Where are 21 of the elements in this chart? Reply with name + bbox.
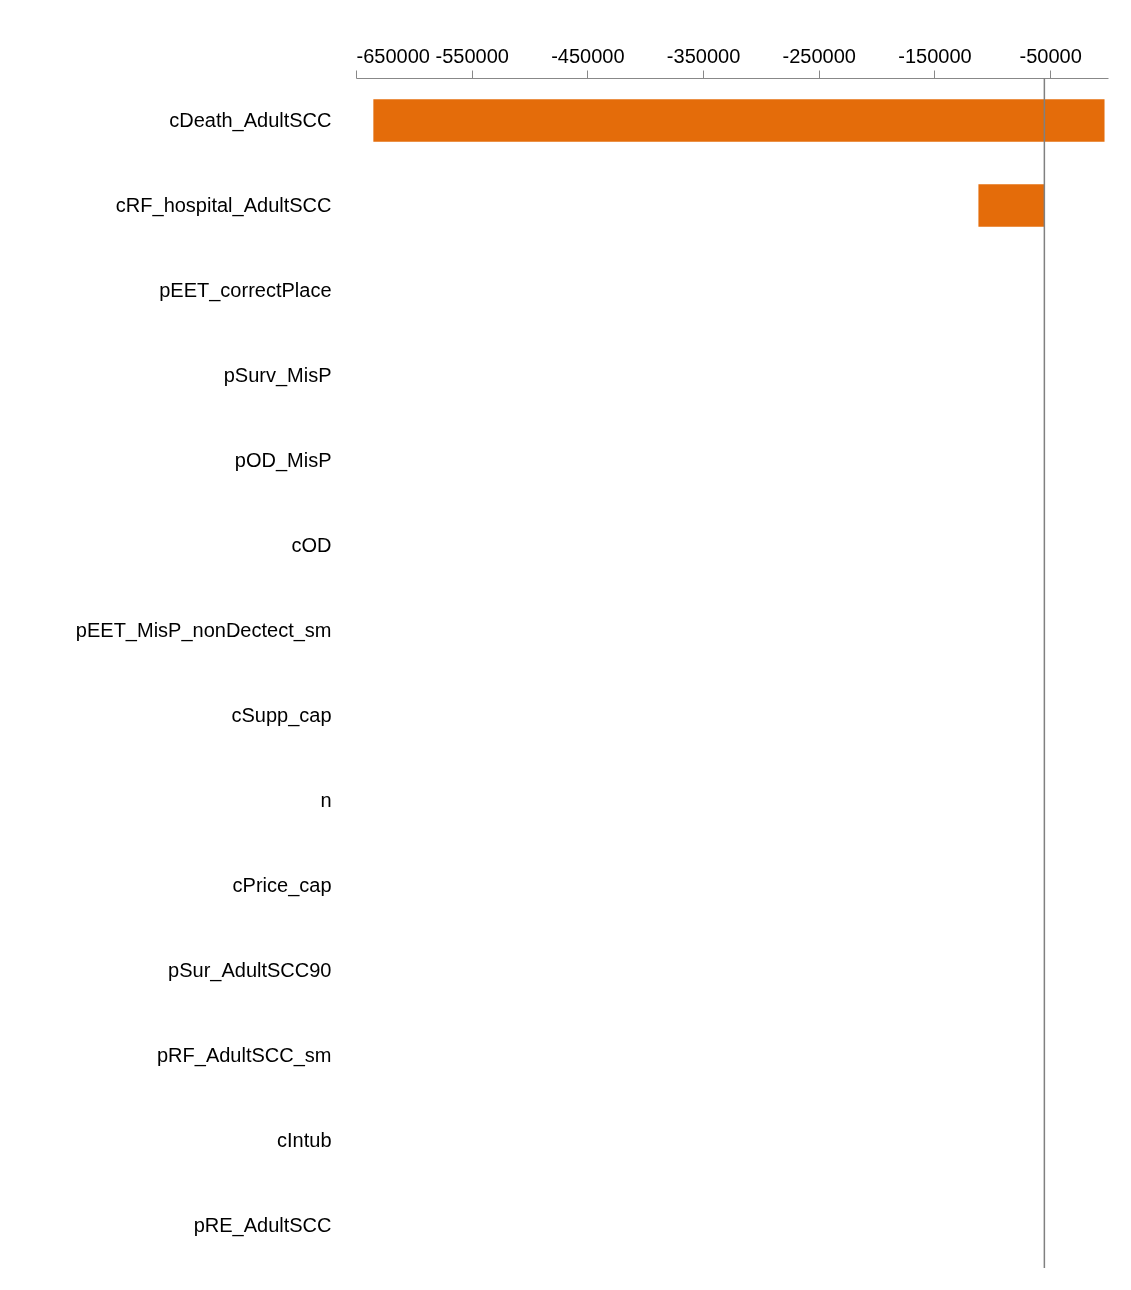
- x-tick-label: -550000: [435, 44, 509, 67]
- x-tick-label: -350000: [666, 44, 741, 67]
- y-tick-label: cDeath_AdultSCC: [169, 108, 332, 132]
- y-tick-label: cOD: [291, 533, 332, 556]
- x-tick-label: -250000: [782, 44, 856, 67]
- y-tick-label: pRE_AdultSCC: [193, 1213, 332, 1237]
- x-tick-label: -150000: [898, 44, 972, 67]
- y-tick-label: cRF_hospital_AdultSCC: [115, 193, 332, 217]
- y-tick-label: cSupp_cap: [231, 703, 332, 727]
- y-tick-label: cPrice_cap: [232, 873, 332, 897]
- y-tick-label: pSurv_MisP: [223, 363, 332, 387]
- x-tick-label: -450000: [551, 44, 625, 67]
- y-tick-label: cIntub: [277, 1128, 332, 1151]
- x-tick-label: -650000: [356, 44, 430, 67]
- y-tick-label: pSur_AdultSCC90: [168, 958, 332, 982]
- y-tick-label: pEET_correctPlace: [159, 278, 332, 302]
- y-tick-label: n: [320, 788, 332, 811]
- y-tick-label: pOD_MisP: [234, 448, 332, 472]
- x-tick-label: -50000: [1019, 44, 1082, 67]
- y-tick-label: pRF_AdultSCC_sm: [156, 1043, 332, 1067]
- y-tick-label: pEET_MisP_nonDectect_sm: [75, 618, 332, 642]
